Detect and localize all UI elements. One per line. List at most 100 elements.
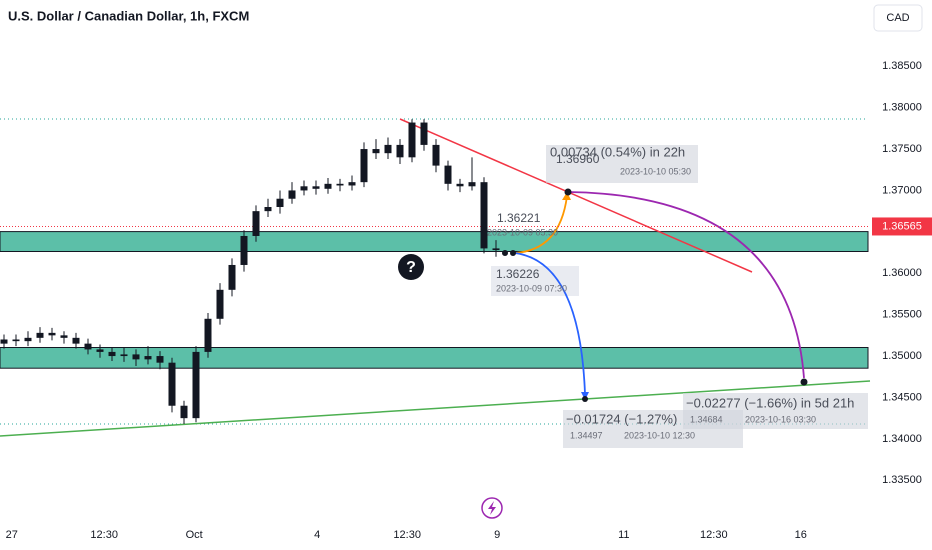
x-tick-label: 4 [314,529,320,541]
annotation: 2023-10-16 03:30 [745,414,816,424]
candle-body [300,186,308,191]
candle-body [48,332,56,336]
y-tick-label: 1.38000 [882,102,922,114]
candle-body [0,339,8,344]
candle-body [192,351,200,419]
candle-body [108,351,116,357]
point [564,188,572,196]
y-tick-label: 1.34500 [882,391,922,403]
annotation: 1.34497 [570,430,603,440]
lightning [488,501,496,515]
candle-body [444,165,452,184]
x-tick-label: 9 [494,529,500,541]
point [502,250,508,256]
candle-body [372,149,380,154]
annotation: −0.01724 (−1.27%) [566,411,677,426]
zone [0,347,869,369]
y-tick-label: 1.35000 [882,350,922,362]
candle-body [252,211,260,236]
candle-body [240,235,248,265]
last-price-box [872,217,932,236]
candle-body [324,183,332,189]
candle-body [60,335,68,338]
candle-body [264,207,272,212]
candle-body [432,144,440,166]
annotation: 1.36221 [497,211,541,225]
zone [0,231,869,253]
candle-body [360,149,368,183]
candle-body [96,349,104,352]
candle-body [492,248,500,251]
candle-body [24,337,32,342]
candle-body [288,190,296,199]
arrow [514,252,586,395]
candle-body [204,318,212,352]
currency-button[interactable] [873,4,923,32]
candle-body [36,332,44,338]
candle-body [72,337,80,344]
candle-body [456,183,464,187]
candle-body [144,356,152,360]
y-tick-label: 1.36000 [882,267,922,279]
y-tick-label: 1.37500 [882,143,922,155]
y-tick-label: 1.38500 [882,60,922,72]
label-box [546,145,698,183]
x-tick-label: 11 [618,529,629,541]
candle-body [468,182,476,187]
point [510,250,516,256]
candle-body [384,144,392,154]
chart-title: U.S. Dollar / Canadian Dollar, 1h, FXCM [8,8,249,23]
annotation: −0.02277 (−1.66%) in 5d 21h [686,395,854,410]
candle-body [120,354,128,357]
annotation: 2023-10-09 07:30 [496,283,567,293]
x-tick-label: 27 [6,529,18,541]
candle-body [312,186,320,189]
arrow [567,191,805,379]
candle-body [420,122,428,145]
candle-body [168,362,176,406]
trendline [399,118,753,273]
x-tick-label: 12:30 [700,529,728,541]
last-price-label: 1.36565 [882,220,922,232]
question-icon [398,254,424,280]
candle-body [480,182,488,249]
arrow [514,195,568,254]
candle-body [180,405,188,419]
x-tick-label: 16 [795,529,807,541]
annotation: 1.34684 [690,414,723,424]
arrow-head [562,192,571,200]
candle-body [336,183,344,186]
annotation: 2023-10-10 12:30 [624,430,695,440]
question-mark: ? [406,259,416,276]
y-tick-label: 1.33500 [882,474,922,486]
candle-body [12,339,20,342]
candle-body [156,356,164,363]
candle-body [396,144,404,158]
point [800,378,808,386]
annotation: 2023-10-09 05:30 [487,227,558,237]
x-tick-label: 12:30 [90,529,118,541]
candle-body [228,264,236,290]
candle-body [276,198,284,208]
candle-body [216,289,224,319]
trendline [0,380,871,437]
label-box [683,393,868,429]
annotation: 1.36226 [496,267,540,281]
candle-body [84,343,92,350]
y-tick-label: 1.34000 [882,433,922,445]
x-tick-label: Oct [186,529,203,541]
y-tick-label: 1.37000 [882,184,922,196]
annotation: 2023-10-10 05:30 [620,166,691,176]
annotation: 0.00734 (0.54%) in 22h [550,144,685,159]
x-tick-label: 12:30 [393,529,421,541]
y-tick-label: 1.35500 [882,309,922,321]
annotation: 1.36960 [556,152,600,166]
candle-body [408,122,416,158]
lightning-icon[interactable] [481,497,503,519]
candle-body [348,182,356,186]
currency: CAD [886,12,909,24]
point [582,396,588,402]
candle-body [132,354,140,360]
